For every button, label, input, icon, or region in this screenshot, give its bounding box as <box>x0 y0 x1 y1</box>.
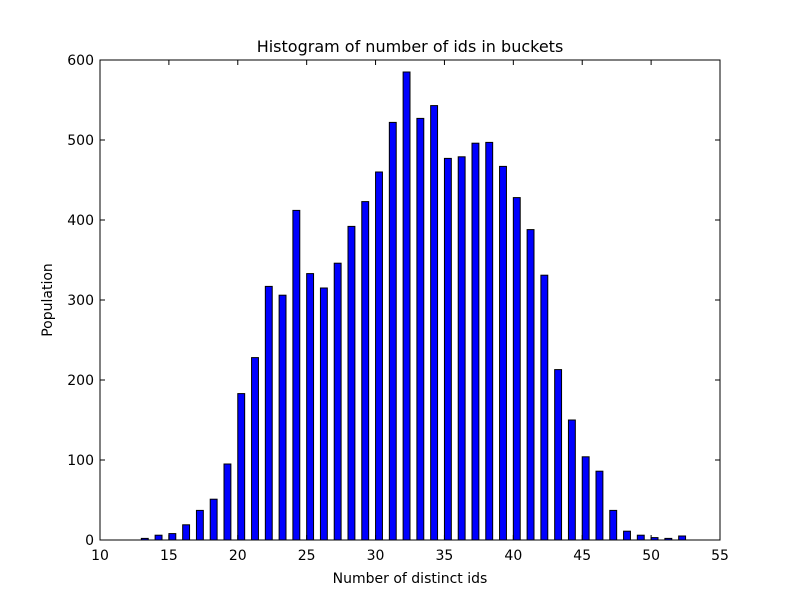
histogram-bar <box>333 262 342 541</box>
histogram-bar <box>361 201 370 541</box>
histogram-bar <box>209 498 218 541</box>
histogram-bar <box>609 509 618 541</box>
x-tick-label: 45 <box>573 548 591 564</box>
y-tick-label: 100 <box>67 453 94 469</box>
histogram-bar <box>540 274 549 541</box>
x-tick-label: 30 <box>367 548 385 564</box>
x-tick-label: 50 <box>642 548 660 564</box>
histogram-bar <box>292 209 301 541</box>
plot-area-frame <box>99 59 721 541</box>
x-tick-label: 40 <box>504 548 522 564</box>
x-tick-label: 25 <box>298 548 316 564</box>
x-tick-label: 35 <box>436 548 454 564</box>
histogram-bar <box>251 357 259 541</box>
ticks-group: 10 15 20 25 30 35 40 45 50 55 0 100 200 300 400 500 600 <box>67 53 729 564</box>
histogram-bar <box>485 141 494 541</box>
chart-title: Histogram of number of ids in buckets <box>257 37 564 56</box>
histogram-bar <box>347 225 356 541</box>
histogram-bar <box>375 171 383 541</box>
y-tick-label: 500 <box>67 133 94 149</box>
histogram-bar <box>512 197 521 541</box>
y-tick-label: 200 <box>67 373 94 389</box>
histogram-bar <box>443 157 452 541</box>
histogram-bar <box>678 535 687 541</box>
histogram-bar <box>526 229 535 541</box>
histogram-bar <box>319 287 328 541</box>
histogram-bar <box>430 105 439 541</box>
histogram-bar <box>636 534 645 541</box>
histogram-bar <box>402 71 411 541</box>
histogram-bar <box>278 294 287 541</box>
histogram-bar <box>388 121 397 541</box>
histogram-bar <box>567 419 576 541</box>
histogram-bar <box>595 470 604 541</box>
histogram-bar <box>623 530 631 541</box>
histogram-bar <box>237 393 246 541</box>
histogram-bar <box>168 533 177 541</box>
x-tick-label: 15 <box>160 548 178 564</box>
x-axis-label: Number of distinct ids <box>333 571 488 587</box>
x-tick-label: 55 <box>711 548 729 564</box>
x-tick-label: 20 <box>229 548 247 564</box>
bars-group <box>140 71 687 541</box>
y-tick-label: 0 <box>85 533 94 549</box>
histogram-bar <box>554 369 563 541</box>
histogram-bar <box>499 165 507 541</box>
histogram-bar <box>457 156 466 541</box>
x-tick-label: 10 <box>91 548 109 564</box>
histogram-bar <box>306 273 315 541</box>
y-tick-label: 400 <box>67 213 94 229</box>
y-tick-label: 600 <box>67 53 94 69</box>
histogram-bar <box>471 142 480 541</box>
histogram-bar <box>182 524 191 541</box>
histogram-bar <box>416 117 425 541</box>
y-tick-label: 300 <box>67 293 94 309</box>
y-axis-label: Population <box>40 263 56 337</box>
histogram-bar <box>195 509 204 541</box>
histogram-bar <box>154 534 163 541</box>
histogram-bar <box>223 463 232 541</box>
histogram-bar <box>264 285 273 541</box>
histogram-bar <box>581 456 590 541</box>
